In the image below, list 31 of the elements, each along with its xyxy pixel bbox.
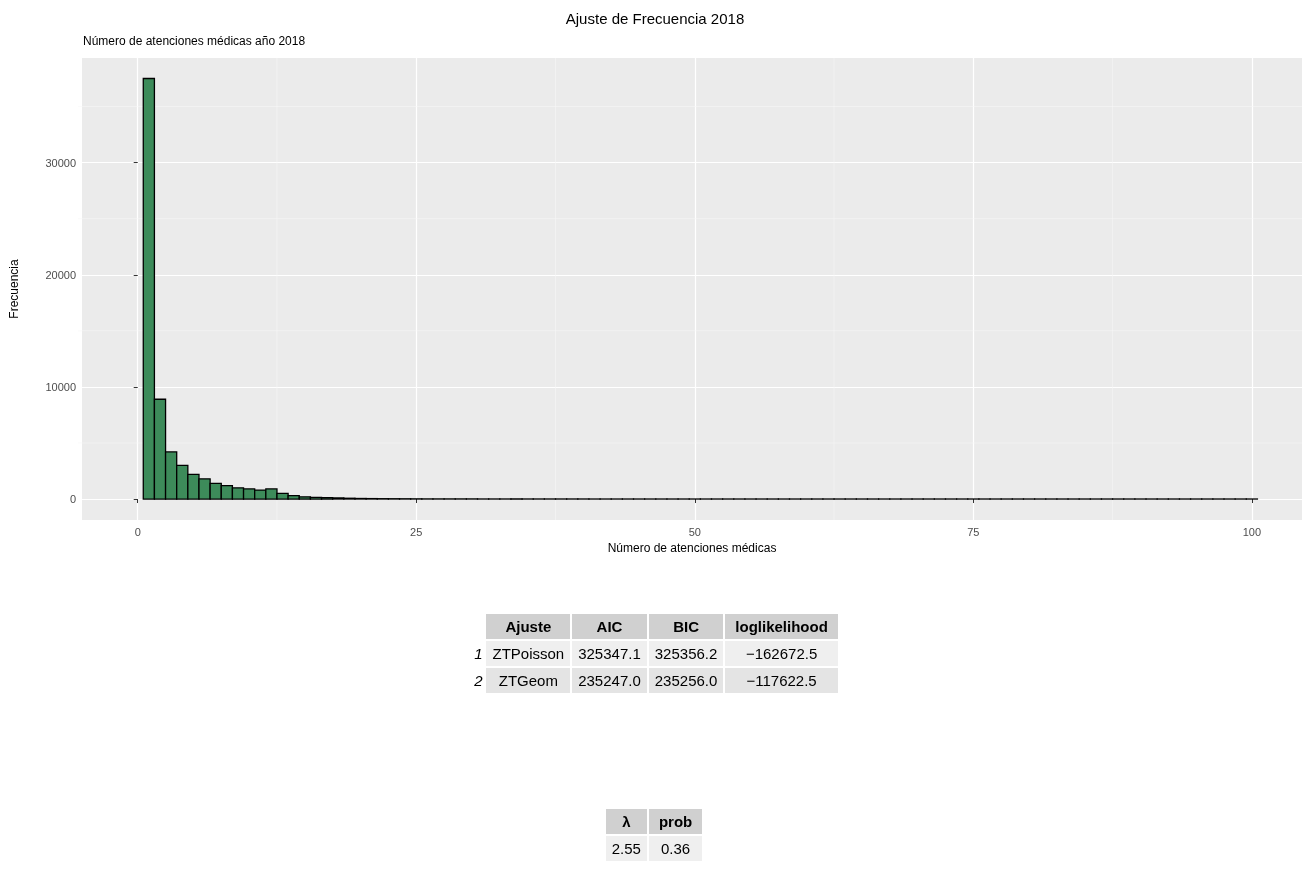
chart-subtitle: Número de atenciones médicas año 2018 [83, 34, 306, 48]
category-label: BIC [648, 614, 724, 639]
y-axis-title: Frecuencia [7, 259, 21, 319]
x-tick-label: 0 [134, 525, 141, 538]
text: −162672.5 [745, 645, 818, 662]
y-tick-label: 10000 [45, 380, 76, 393]
x-tick-label: 100 [1242, 525, 1262, 538]
text: 235247.0 [578, 672, 641, 689]
category-label: 2 [474, 672, 483, 689]
x-tick-label: 25 [410, 525, 423, 538]
text: ZTPoisson [492, 645, 565, 662]
category-label: prob [648, 809, 703, 834]
chart-title: Ajuste de Frecuencia 2018 [565, 10, 745, 27]
text: 325356.2 [654, 645, 718, 662]
x-axis-title: Número de atenciones médicas [607, 541, 777, 555]
y-tick-label: 0 [69, 493, 76, 506]
y-tick-label: 20000 [45, 268, 76, 281]
category-label: λ [605, 809, 647, 834]
text: 2.55 [611, 840, 641, 857]
category-label: 1 [474, 645, 483, 662]
text: 0.36 [661, 840, 691, 857]
x-tick-label: 50 [688, 525, 701, 538]
x-tick-label: 75 [967, 525, 980, 538]
text: 235256.0 [654, 672, 718, 689]
text: 325347.1 [578, 645, 641, 662]
category-label: Ajuste [486, 614, 571, 639]
category-label: AIC [572, 614, 647, 639]
text: ZTGeom [498, 672, 558, 689]
category-label: loglikelihood [725, 614, 838, 639]
text: −117622.5 [746, 672, 817, 689]
y-tick-label: 30000 [45, 156, 76, 169]
